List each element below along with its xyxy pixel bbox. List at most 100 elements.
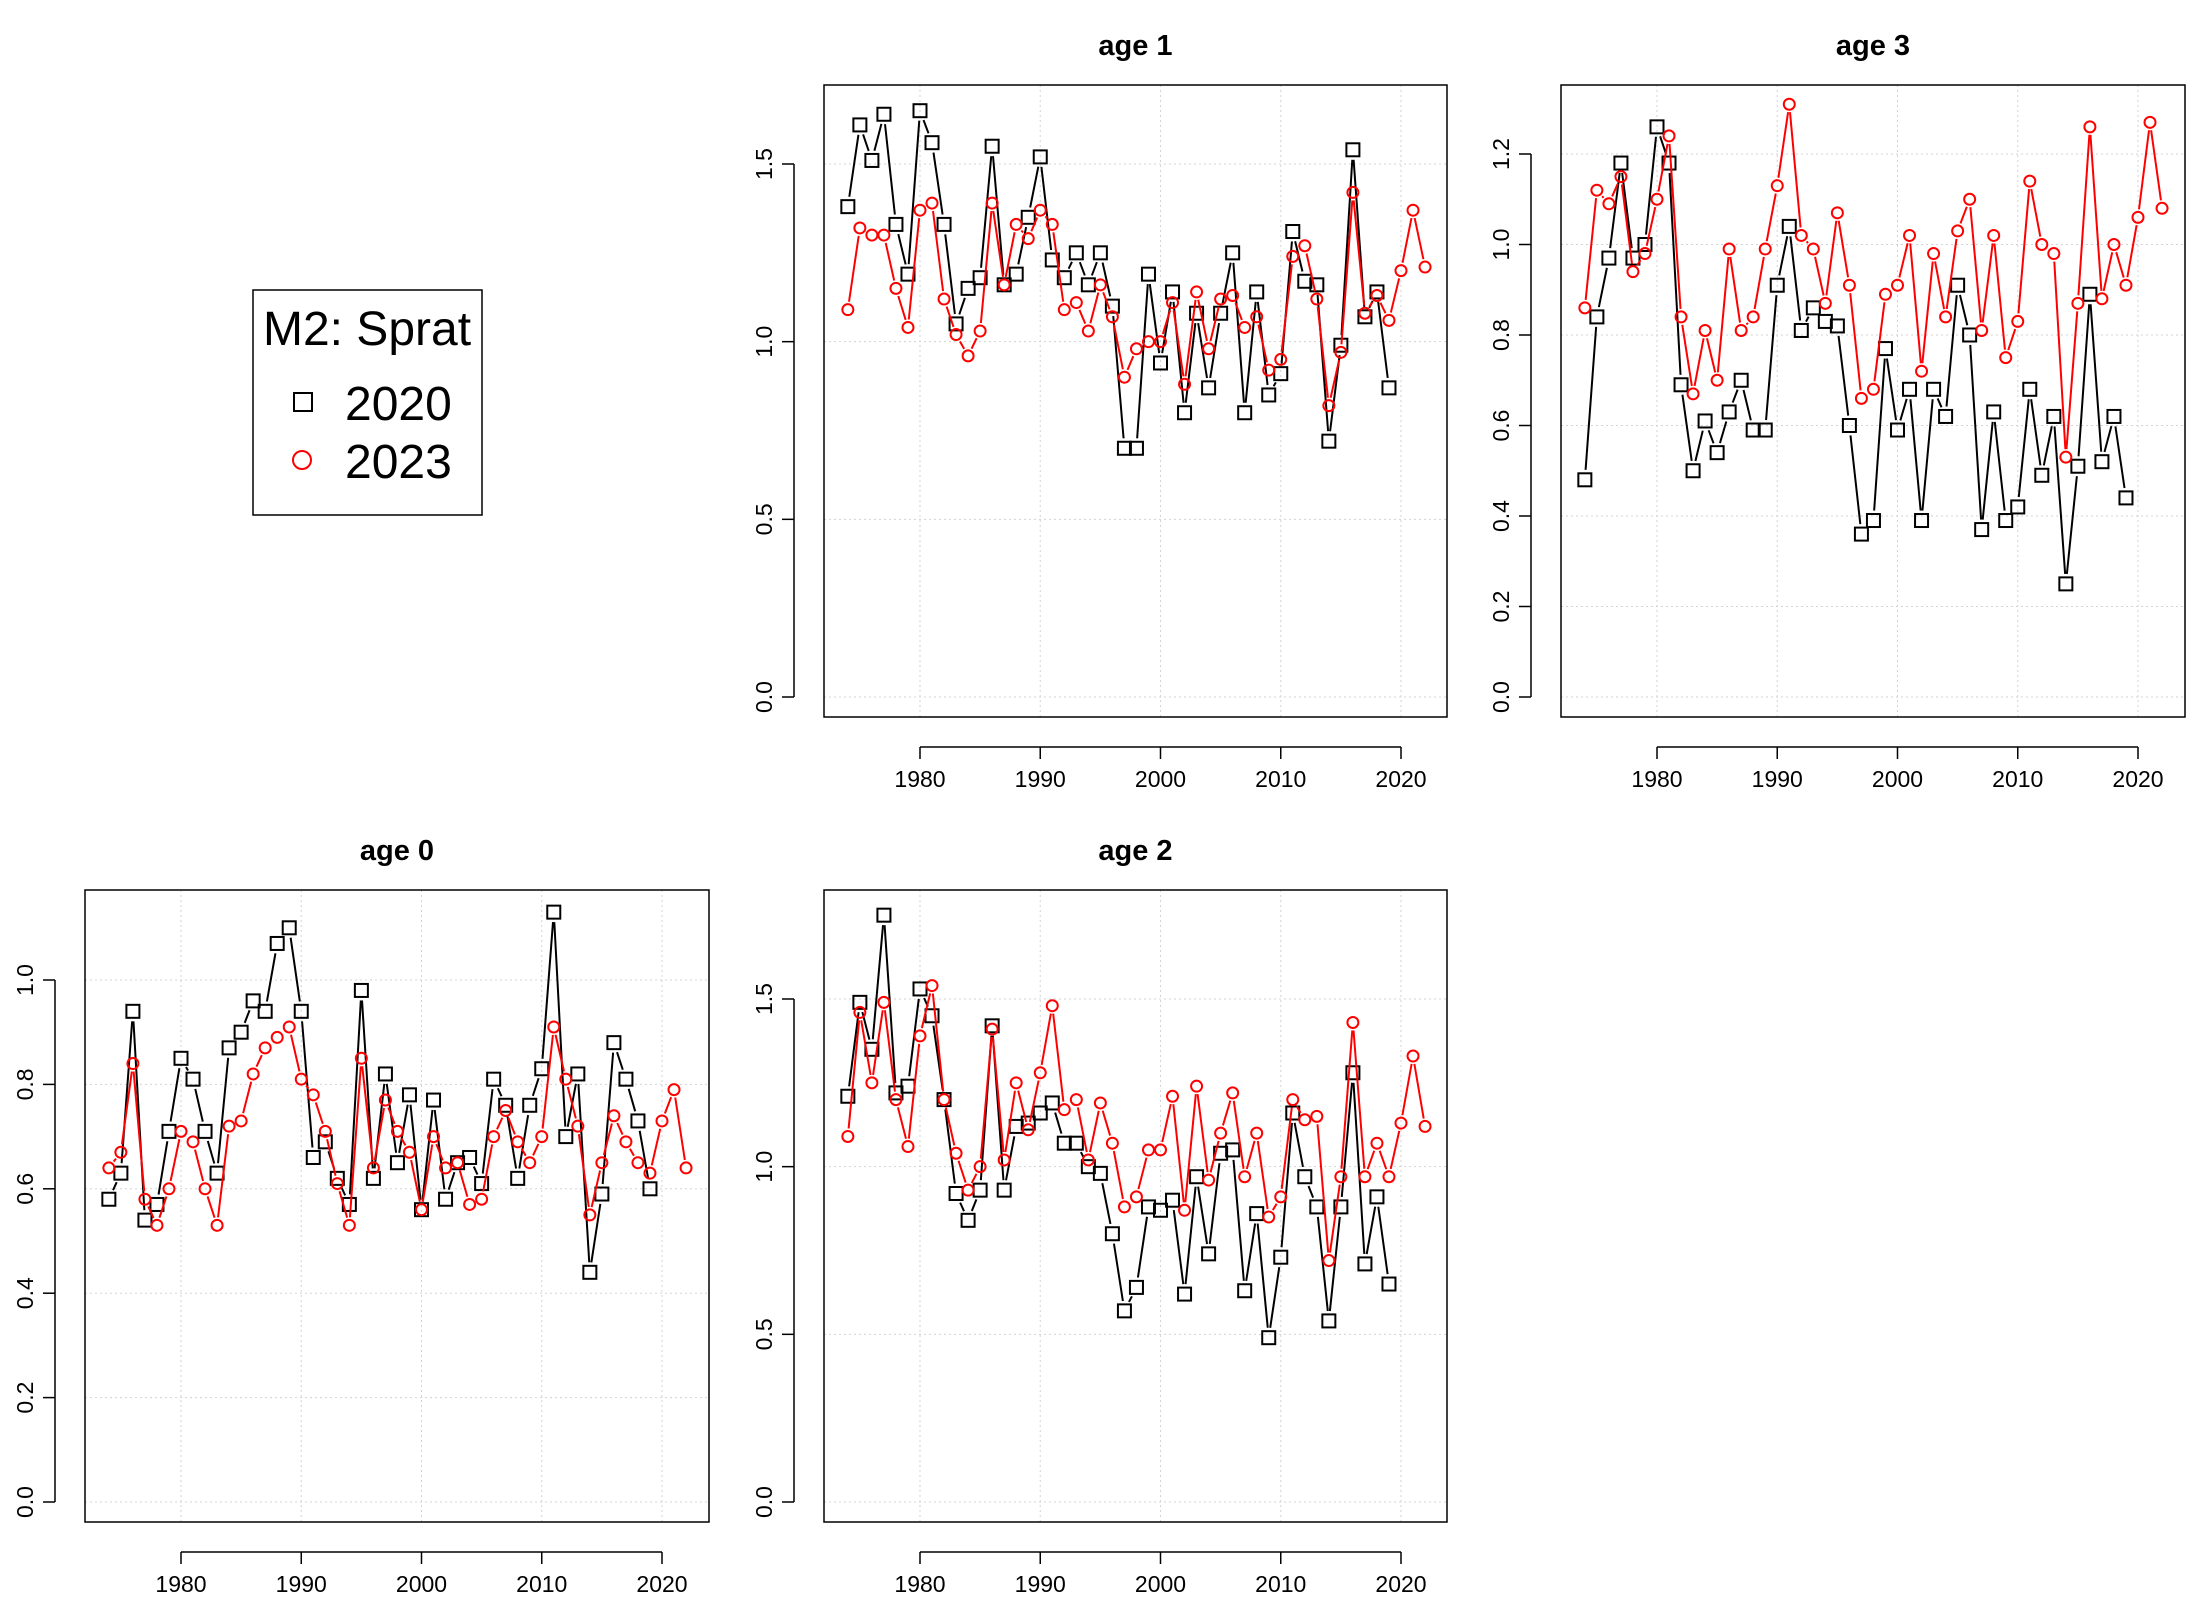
series-2020-point xyxy=(2118,490,2134,506)
series-2020-point xyxy=(1092,245,1108,261)
series-2023-point xyxy=(853,221,867,235)
series-2020-point xyxy=(1020,209,1036,225)
series-2020-segment xyxy=(1659,136,1667,154)
series-2023-point xyxy=(865,1076,879,1090)
series-2020-segment xyxy=(1244,301,1257,403)
series-2023-point xyxy=(499,1104,513,1117)
series-2023-point xyxy=(583,1208,597,1222)
panel-age-0: age 0 1980 1990 2000 2010 2020 0.0 0.2 0.4 0.6 0.8… xyxy=(12,835,710,1597)
series-2023-segment xyxy=(897,295,907,321)
series-2020-point xyxy=(1661,155,1677,171)
series-2023-point xyxy=(1650,192,1664,206)
series-2020-segment xyxy=(1597,267,1608,308)
series-2023-point xyxy=(162,1182,176,1196)
series-2020-point xyxy=(546,904,562,920)
series-2023-point xyxy=(354,1051,368,1065)
series-2023-point xyxy=(2059,450,2073,464)
series-2020-point xyxy=(864,152,880,168)
series-2023-segment xyxy=(1280,1107,1293,1190)
series-2023-point xyxy=(2083,120,2097,134)
series-2020-point xyxy=(1805,300,1821,316)
series-2020-point xyxy=(1177,405,1193,421)
series-2023-segment xyxy=(242,1081,253,1114)
series-2023-segment xyxy=(2017,189,2031,314)
series-2023-point xyxy=(1250,310,1264,324)
series-2023-point xyxy=(961,349,975,363)
panel-age-3: age 3 1980 1990 2000 2010 2020 0.0 0.2 0.4 0.6 0.8… xyxy=(1488,30,2186,792)
series-2023-segment xyxy=(907,218,921,320)
series-2020-point xyxy=(401,1087,417,1103)
series-2023-point xyxy=(1370,1136,1384,1150)
series-2023-point xyxy=(1057,303,1071,317)
series-2020-segment xyxy=(243,1009,251,1024)
x-tick-label: 2010 xyxy=(1255,766,1306,792)
series-2020-segment xyxy=(1789,236,1802,321)
series-2020-point xyxy=(2106,408,2122,424)
series-2023-segment xyxy=(158,1196,168,1219)
series-2023-point xyxy=(1178,377,1192,391)
series-2023-segment xyxy=(884,242,896,281)
series-2020-segment xyxy=(848,1012,860,1087)
y-tick-label: 0.0 xyxy=(751,1486,777,1518)
series-2023-segment xyxy=(1296,1105,1302,1114)
series-2023-point xyxy=(1129,342,1143,356)
series-2020-segment xyxy=(1307,1185,1315,1198)
series-2020-segment xyxy=(398,1104,409,1154)
series-2023-point xyxy=(1406,1049,1420,1063)
series-2023-segment xyxy=(1102,291,1111,310)
series-2023-point xyxy=(1262,363,1276,377)
series-2023-segment xyxy=(532,1143,540,1156)
series-2023-segment xyxy=(848,235,860,302)
series-2023-point xyxy=(222,1119,236,1133)
legend-box xyxy=(252,289,483,516)
series-2020-segment xyxy=(447,1171,456,1191)
series-2020-point xyxy=(876,907,892,923)
series-2023-point xyxy=(667,1083,681,1097)
series-2023-point xyxy=(631,1156,645,1170)
series-2023-point xyxy=(961,1183,975,1197)
series-2023-point xyxy=(1346,1015,1360,1029)
series-2023-point xyxy=(1021,1123,1035,1137)
series-2020-point xyxy=(1589,309,1605,325)
series-2023-segment xyxy=(541,1034,554,1129)
series-2020-point xyxy=(840,1088,856,1104)
y-tick-label: 1.0 xyxy=(1488,229,1514,261)
series-2023-segment xyxy=(255,1054,263,1068)
series-2023-point xyxy=(1358,1170,1372,1184)
series-2020-segment xyxy=(601,1052,615,1185)
series-2023-point xyxy=(487,1130,501,1144)
series-2023-point xyxy=(342,1218,356,1232)
series-2023-point xyxy=(949,1146,963,1160)
series-2020-segment xyxy=(2103,425,2113,453)
series-2023-point xyxy=(1298,239,1312,253)
series-2020-segment xyxy=(1340,159,1354,336)
series-2020-point xyxy=(1056,270,1072,286)
x-tick-label: 2000 xyxy=(396,1571,447,1597)
series-2023-point xyxy=(889,1093,903,1107)
series-2020-segment xyxy=(922,119,930,134)
series-2020-point xyxy=(1225,245,1241,261)
series-2023-segment xyxy=(1706,338,1717,373)
series-2023-point xyxy=(1322,399,1336,413)
series-2023-point xyxy=(1226,288,1240,302)
series-2023-segment xyxy=(1020,229,1024,234)
series-2023-segment xyxy=(1620,184,1633,264)
series-2023-point xyxy=(973,324,987,338)
series-2023-segment xyxy=(616,1122,624,1135)
series-2023-point xyxy=(102,1161,116,1175)
series-2023-point xyxy=(523,1156,537,1170)
series-2023-point xyxy=(2095,292,2109,306)
series-2023-point xyxy=(463,1197,477,1211)
series-2020-segment xyxy=(348,1000,362,1195)
series-2023-point xyxy=(1346,185,1360,199)
series-2020-point xyxy=(1237,1283,1253,1299)
series-2023-point xyxy=(390,1124,404,1138)
x-tick-label: 2020 xyxy=(1375,1571,1426,1597)
series-2023-point xyxy=(1734,323,1748,337)
series-2020-point xyxy=(1032,149,1048,165)
series-2023-segment xyxy=(945,306,955,328)
series-2023-point xyxy=(1382,1170,1396,1184)
series-2023-segment xyxy=(1112,324,1124,370)
series-2023-segment xyxy=(1837,220,1850,278)
series-2020-point xyxy=(1201,380,1217,396)
